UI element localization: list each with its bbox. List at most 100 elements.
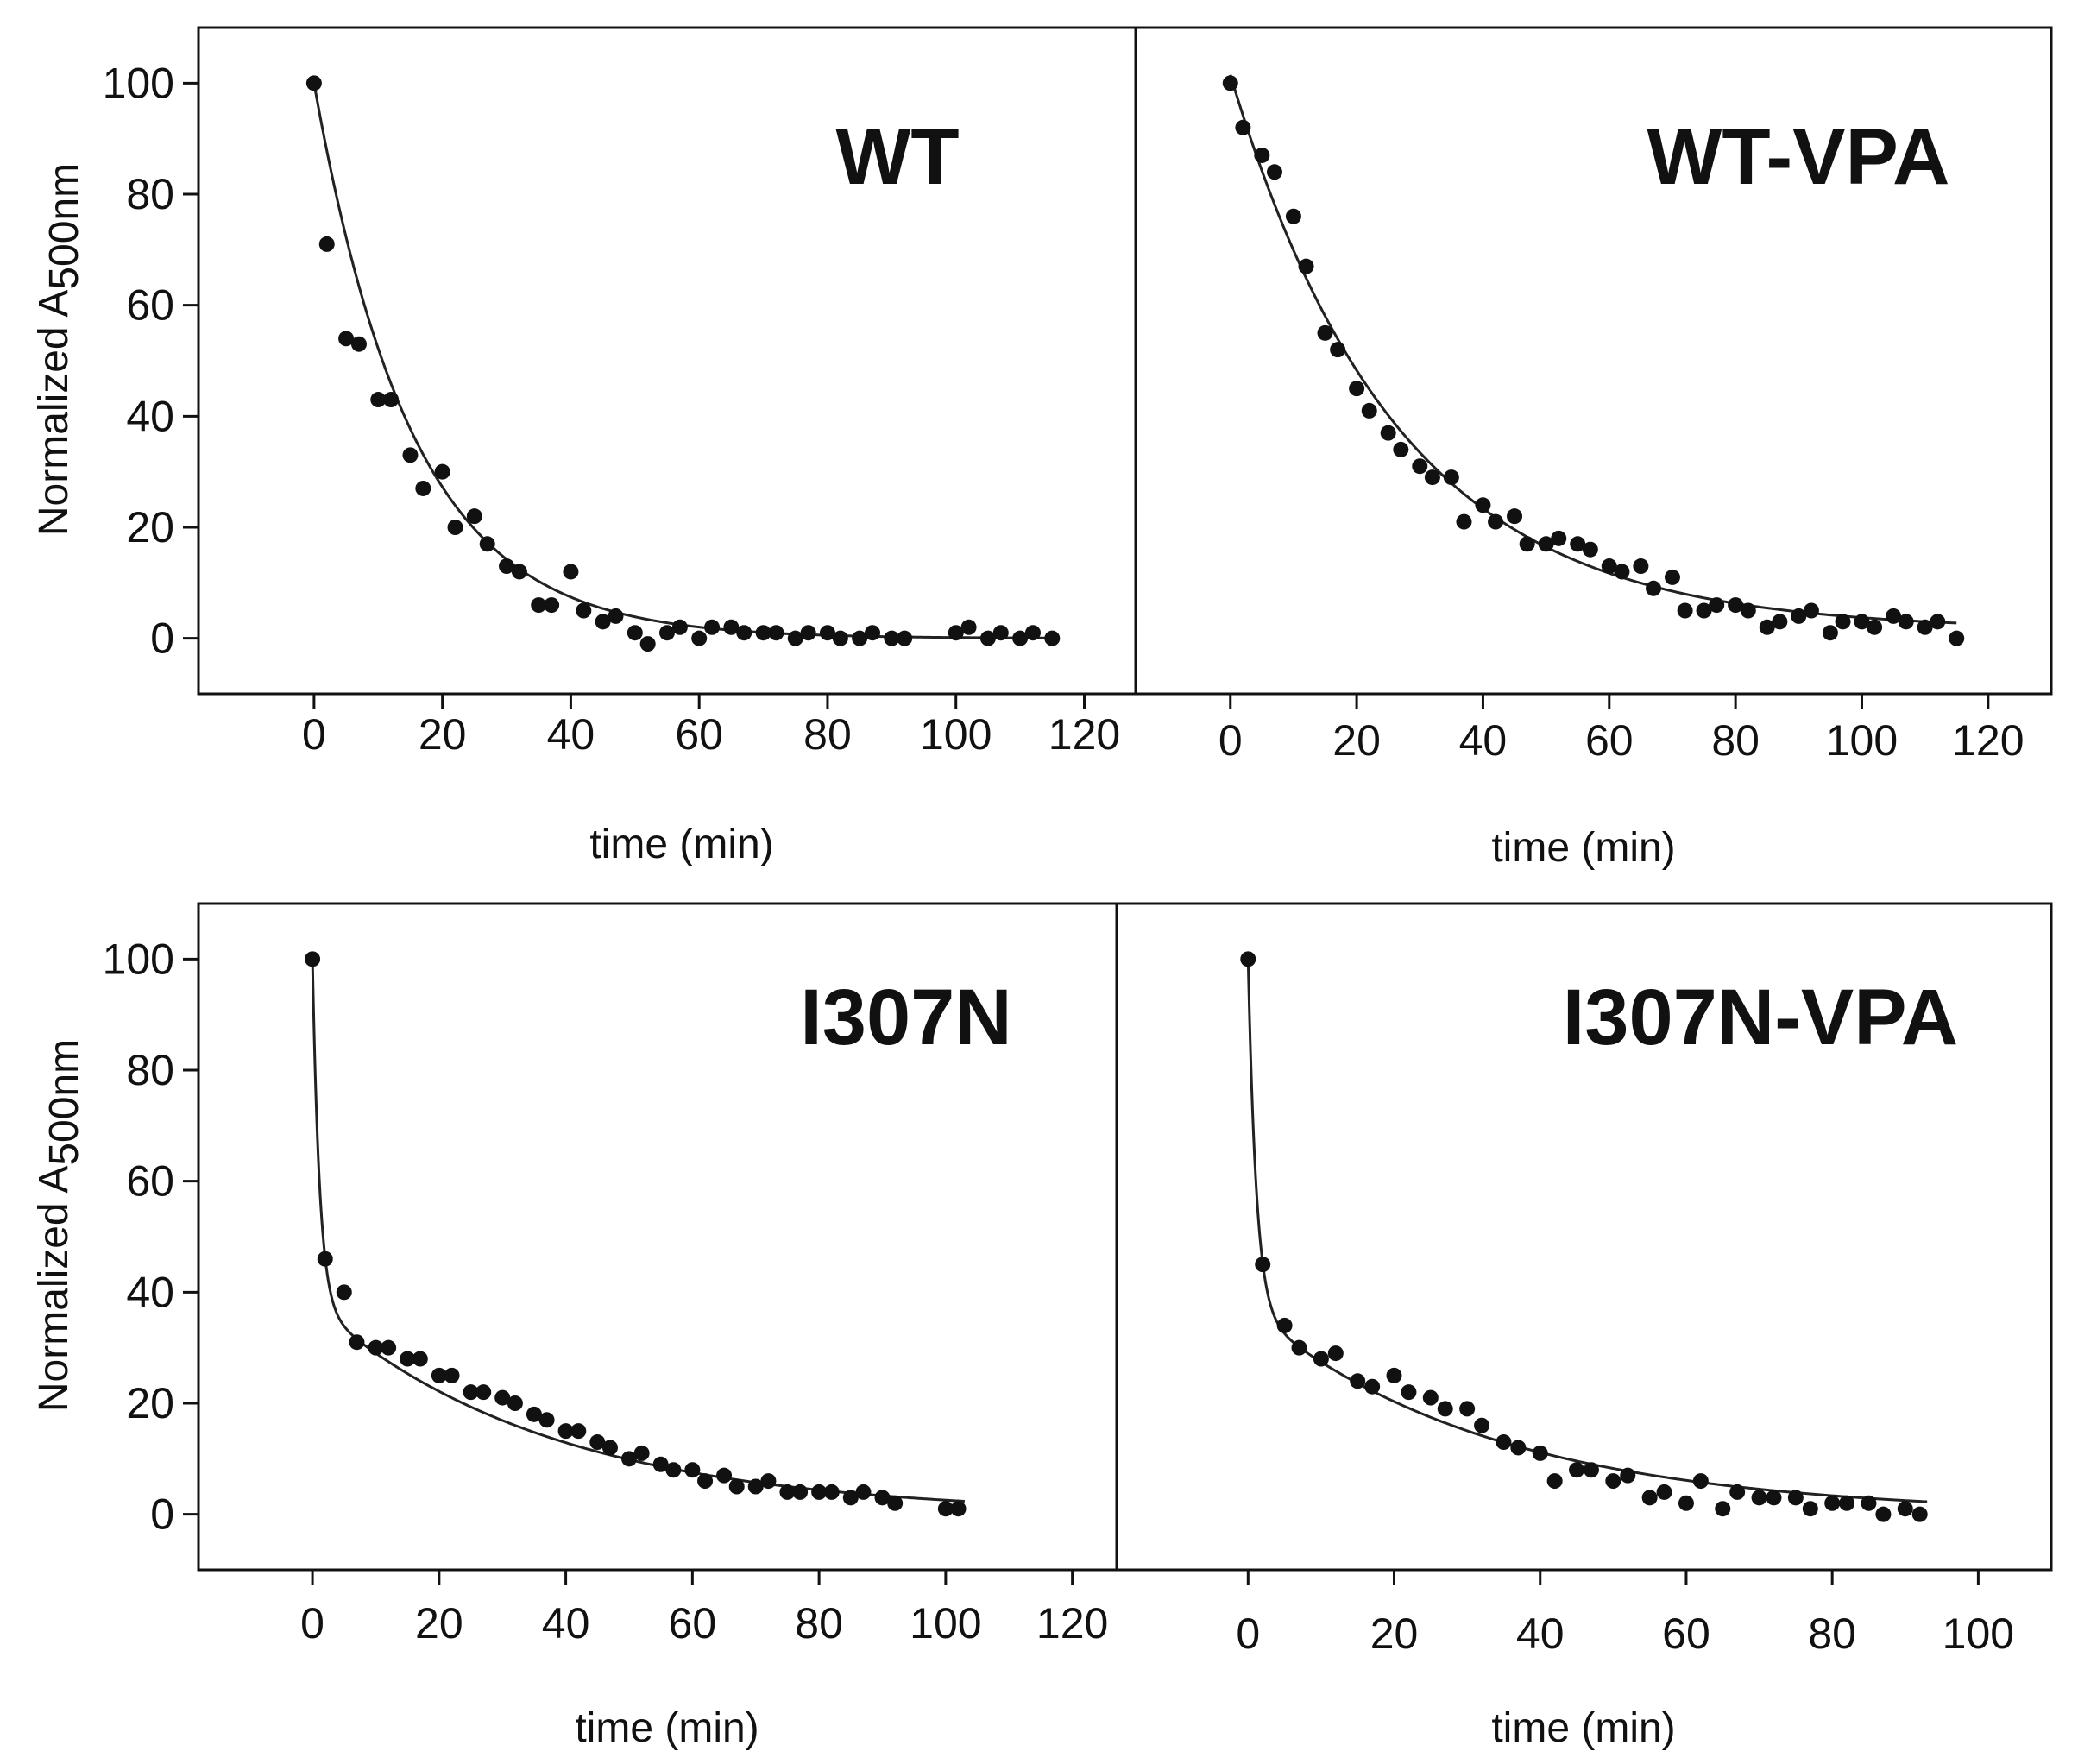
data-point-i307n (716, 1467, 733, 1484)
data-point-wt-vpa (1380, 425, 1396, 441)
x-tick-label-i307n-0: 0 (300, 1599, 324, 1647)
data-point-wt-vpa (1443, 469, 1459, 486)
data-point-wt (723, 619, 740, 635)
data-point-wt-vpa (1456, 513, 1472, 530)
data-point-i307n (811, 1484, 828, 1500)
data-point-i307n (747, 1478, 764, 1495)
data-point-i307n-vpa (1532, 1445, 1548, 1461)
data-point-wt-vpa (1330, 342, 1346, 358)
data-point-wt (671, 619, 688, 635)
x-tick-label-i307n-vpa-100: 100 (1943, 1610, 2014, 1658)
x-tick-label-i307n-40: 40 (542, 1599, 590, 1647)
data-point-i307n-vpa (1276, 1317, 1293, 1333)
data-point-i307n (557, 1423, 574, 1440)
data-point-wt-vpa (1601, 558, 1617, 575)
y-tick-label-wt-100: 100 (103, 59, 174, 107)
data-point-wt-vpa (1886, 608, 1902, 624)
data-point-i307n (400, 1351, 416, 1367)
data-point-i307n (652, 1456, 669, 1472)
data-point-i307n (526, 1406, 542, 1422)
data-point-i307n-vpa (1386, 1367, 1402, 1383)
data-point-i307n-vpa (1401, 1384, 1417, 1401)
data-point-i307n-vpa (1437, 1401, 1453, 1417)
data-point-i307n (431, 1367, 447, 1383)
data-point-i307n-vpa (1729, 1484, 1746, 1500)
data-point-wt (1012, 630, 1029, 646)
x-tick-label-i307n-vpa-60: 60 (1662, 1610, 1710, 1658)
data-point-wt (800, 625, 816, 641)
data-point-i307n (381, 1339, 397, 1356)
x-tick-label-i307n-60: 60 (669, 1599, 717, 1647)
data-point-wt-vpa (1614, 564, 1630, 580)
data-point-i307n-vpa (1313, 1351, 1329, 1367)
data-point-wt (350, 336, 367, 352)
data-point-i307n-vpa (1861, 1495, 1877, 1511)
data-point-wt (447, 520, 463, 535)
data-point-wt (979, 630, 996, 646)
plot-i307n-vpa: 0 20 40 60 80 100 (1236, 951, 2014, 1658)
data-point-i307n-vpa (1678, 1495, 1694, 1511)
data-point-wt-vpa (1633, 558, 1649, 575)
x-tick-label-wt-80: 80 (803, 710, 852, 759)
x-tick-label-wt-vpa-120: 120 (1952, 716, 2024, 765)
data-point-wt (884, 630, 900, 646)
data-point-i307n (728, 1478, 745, 1495)
data-point-i307n-vpa (1291, 1339, 1307, 1356)
x-tick-label-wt-vpa-0: 0 (1218, 716, 1243, 765)
data-point-i307n-vpa (1766, 1490, 1782, 1506)
data-point-i307n-vpa (1510, 1440, 1527, 1456)
x-axis-title-i307n-vpa: time (min) (1491, 1705, 1675, 1751)
data-point-wt-vpa (1646, 580, 1662, 596)
data-point-wt (787, 630, 803, 646)
data-point-wt (1024, 625, 1041, 641)
data-point-wt (595, 614, 611, 630)
data-point-i307n (444, 1367, 460, 1383)
data-point-i307n (684, 1462, 701, 1478)
data-point-wt (755, 625, 771, 641)
data-point-wt (865, 625, 881, 641)
x-axis-title-wt: time (min) (589, 822, 773, 867)
panel-title-wt: WT (835, 113, 959, 201)
data-point-i307n-vpa (1474, 1417, 1490, 1433)
data-point-wt-vpa (1393, 441, 1409, 457)
data-point-i307n-vpa (1875, 1506, 1892, 1522)
data-point-wt-vpa (1930, 614, 1946, 630)
data-point-wt (383, 392, 400, 408)
data-point-i307n (779, 1484, 796, 1500)
plot-wt: 0 20 40 60 80 100 120 0 20 40 60 80 100 (103, 59, 1121, 759)
data-point-wt-vpa (1854, 614, 1870, 630)
data-point-i307n (950, 1501, 967, 1517)
data-point-wt-vpa (1488, 513, 1504, 530)
data-point-i307n-vpa (1496, 1434, 1512, 1451)
data-point-i307n-vpa (1364, 1378, 1381, 1395)
data-point-wt (659, 625, 675, 641)
data-point-wt (466, 508, 482, 525)
x-tick-label-wt-100: 100 (920, 710, 992, 759)
plot-i307n: 0 20 40 60 80 100 120 0 20 40 60 80 100 (103, 935, 1109, 1647)
data-point-wt-vpa (1898, 614, 1914, 630)
data-point-wt-vpa (1475, 497, 1491, 513)
panel-frame-top (197, 26, 2053, 696)
data-point-wt (318, 236, 335, 252)
y-tick-label-wt-20: 20 (126, 503, 174, 551)
data-point-i307n (305, 951, 321, 967)
data-point-wt (305, 75, 322, 91)
data-point-i307n-vpa (1350, 1373, 1366, 1389)
data-point-wt (852, 630, 868, 646)
data-point-i307n (494, 1389, 511, 1406)
data-point-wt-vpa (1677, 602, 1693, 619)
y-tick-label-wt-60: 60 (126, 281, 174, 330)
panel-title-wt-vpa: WT-VPA (1647, 113, 1950, 201)
data-point-wt-vpa (1538, 536, 1554, 552)
data-point-i307n (874, 1490, 891, 1506)
x-tick-label-wt-vpa-40: 40 (1459, 716, 1508, 765)
x-tick-label-wt-vpa-60: 60 (1585, 716, 1634, 765)
data-point-wt (544, 597, 560, 614)
data-point-wt-vpa (1298, 258, 1314, 274)
x-tick-label-i307n-vpa-0: 0 (1236, 1610, 1260, 1658)
data-point-wt-vpa (1740, 602, 1756, 619)
x-tick-label-wt-40: 40 (547, 710, 595, 759)
data-point-i307n (855, 1484, 872, 1500)
data-point-i307n (937, 1501, 954, 1517)
data-point-wt-vpa (1222, 75, 1238, 91)
